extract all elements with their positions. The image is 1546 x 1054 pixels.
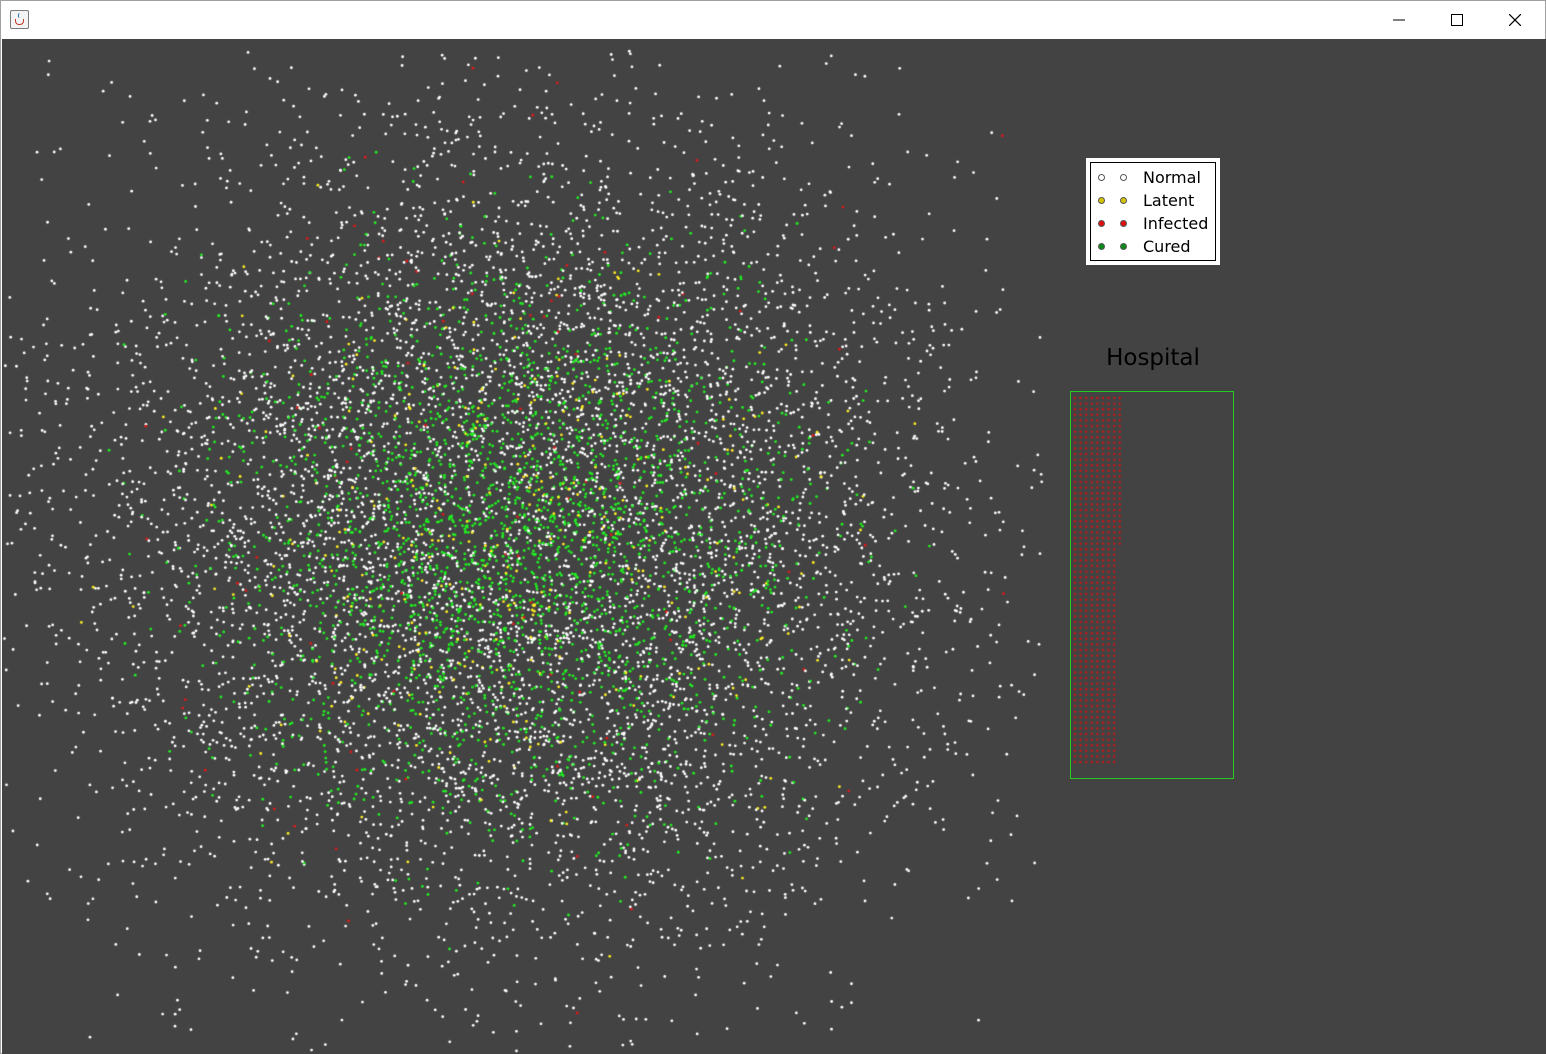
simulation-canvas-area: Normal Latent Infected Cured — [2, 39, 1546, 1054]
legend-item-latent: Latent — [1091, 189, 1215, 212]
hospital-area — [1070, 391, 1234, 779]
legend-item-infected: Infected — [1091, 212, 1215, 235]
legend-label-normal: Normal — [1143, 168, 1201, 187]
legend-marker-infected — [1098, 220, 1105, 227]
legend-label-infected: Infected — [1143, 214, 1209, 233]
legend-marker-cured-2 — [1120, 243, 1127, 250]
title-bar[interactable] — [1, 1, 1545, 38]
java-coffee-icon — [10, 10, 29, 29]
hospital-title: Hospital — [1106, 345, 1200, 371]
population-scatter-canvas — [2, 39, 1546, 1054]
legend-frame: Normal Latent Infected Cured — [1090, 162, 1216, 261]
legend-item-normal: Normal — [1091, 166, 1215, 189]
legend-marker-normal-2 — [1120, 174, 1127, 181]
maximize-icon — [1451, 14, 1463, 26]
legend-label-latent: Latent — [1143, 191, 1195, 210]
minimize-icon — [1393, 19, 1405, 21]
legend-marker-latent-2 — [1120, 197, 1127, 204]
close-button[interactable] — [1486, 1, 1544, 38]
close-icon — [1509, 14, 1521, 26]
legend-marker-cured — [1098, 243, 1105, 250]
legend-item-cured: Cured — [1091, 235, 1215, 258]
maximize-button[interactable] — [1428, 1, 1486, 38]
legend-label-cured: Cured — [1143, 237, 1191, 256]
legend-marker-latent — [1098, 197, 1105, 204]
minimize-button[interactable] — [1370, 1, 1428, 38]
legend-marker-infected-2 — [1120, 220, 1127, 227]
legend: Normal Latent Infected Cured — [1086, 158, 1220, 265]
legend-marker-normal — [1098, 174, 1105, 181]
